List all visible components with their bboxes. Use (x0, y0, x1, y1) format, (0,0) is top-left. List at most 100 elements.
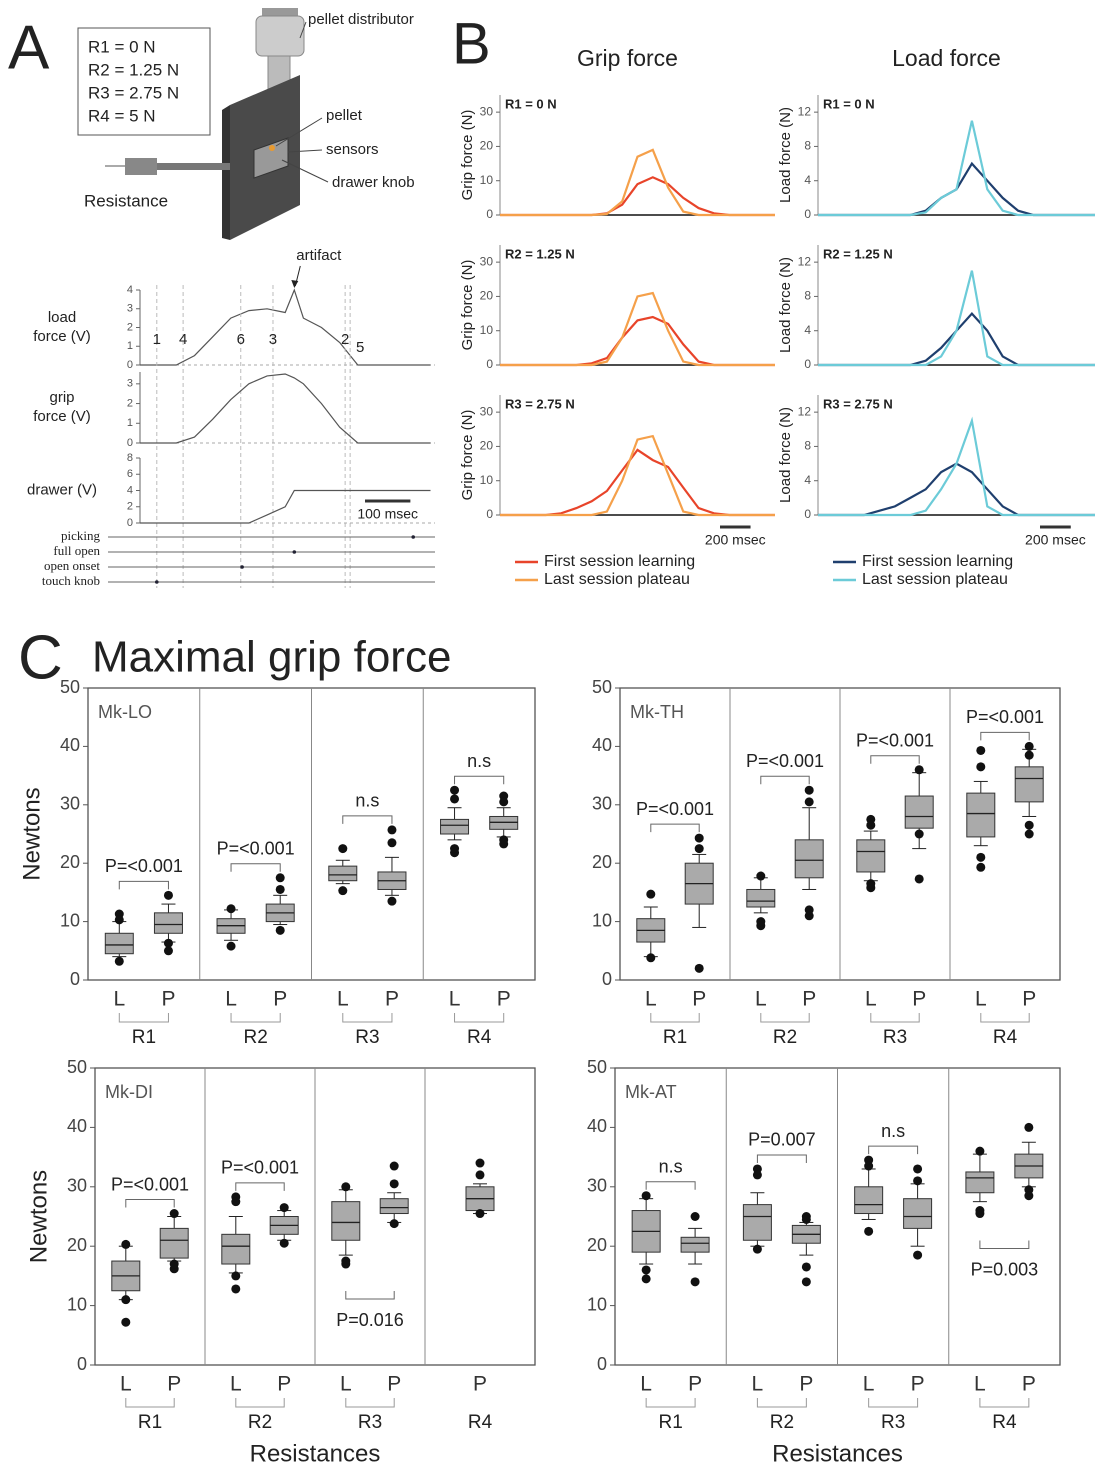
y-tick-label: 0 (597, 1354, 607, 1374)
y-axis-label: Grip force (N) (459, 260, 476, 351)
event-dot (154, 580, 159, 584)
outlier (913, 1164, 923, 1174)
outlier (279, 1203, 289, 1213)
group-bracket (118, 1013, 169, 1023)
y-axis-label: Load force (N) (777, 257, 794, 353)
outlier (279, 1238, 289, 1248)
y-axis-label: Grip force (N) (459, 410, 476, 501)
box-label: L (974, 1373, 986, 1396)
outlier (499, 797, 509, 807)
y-tick-label: 30 (480, 104, 494, 118)
y-tick-label: 20 (67, 1235, 87, 1255)
group-bracket (454, 1013, 505, 1023)
y-tick-label: 20 (60, 852, 80, 872)
outlier (1024, 829, 1034, 839)
outlier (694, 833, 704, 843)
y-tick-label: 0 (77, 1354, 87, 1374)
y-tick-label: 3 (127, 303, 133, 315)
trace (818, 270, 1095, 367)
box-label: L (113, 988, 125, 1011)
stat-label: P=<0.001 (966, 707, 1044, 727)
event-label: 2 (341, 331, 349, 348)
event-label: 5 (356, 339, 364, 356)
outlier (913, 1250, 923, 1260)
group-bracket (345, 1398, 395, 1408)
resistance-value: R4 = 5 N (88, 106, 156, 125)
y-tick-label: 10 (587, 1294, 607, 1314)
stat-bracket (868, 1145, 919, 1155)
stat-label: P=<0.001 (856, 731, 934, 751)
y-tick-label: 30 (480, 404, 494, 418)
arrow-head (291, 280, 299, 288)
event-label: 3 (269, 331, 277, 348)
box (379, 1198, 409, 1215)
resistance-box (77, 27, 211, 136)
box (854, 1186, 884, 1215)
y-axis-label: force (V) (33, 408, 91, 425)
x-axis-label: Resistances (772, 1440, 903, 1467)
distributor-cap (262, 8, 298, 16)
stat-bracket (118, 880, 169, 890)
stat-bracket (870, 755, 920, 764)
y-tick-label: 0 (127, 359, 133, 371)
box-label: P (161, 988, 175, 1011)
box-label: L (120, 1373, 132, 1396)
y-tick-label: 20 (592, 852, 612, 872)
outlier (976, 852, 986, 862)
box-label: L (865, 988, 877, 1011)
outlier (976, 862, 986, 872)
legend-label: First session learning (862, 553, 1013, 570)
box-label: L (340, 1373, 352, 1396)
drawer (253, 137, 289, 179)
y-axis-label: force (V) (33, 328, 91, 345)
outlier (913, 1176, 923, 1186)
outlier (114, 915, 124, 925)
y-tick-label: 40 (587, 1116, 607, 1136)
group-bracket (125, 1398, 175, 1408)
y-tick-label: 20 (480, 289, 494, 303)
y-tick-label: 12 (798, 254, 812, 268)
panel-annotation: R2 = 1.25 N (505, 246, 575, 261)
y-tick-label: 0 (127, 517, 133, 529)
panel-annotation: R1 = 0 N (505, 96, 557, 111)
outlier (169, 1209, 179, 1219)
event-row-label: full open (53, 543, 100, 558)
outlier (694, 963, 704, 973)
y-tick-label: 8 (804, 439, 811, 453)
leader (299, 21, 307, 39)
apparatus-label: pellet distributor (308, 11, 414, 28)
y-tick-label: 0 (804, 207, 811, 221)
y-tick-label: 50 (592, 677, 612, 697)
monkey-label: Mk-TH (630, 702, 684, 722)
monkey-label: Mk-LO (98, 702, 152, 722)
group-bracket (230, 1013, 281, 1023)
scale-bar-label: 200 msec (705, 532, 766, 548)
y-tick-label: 40 (592, 735, 612, 755)
y-tick-label: 2 (127, 501, 133, 513)
y-tick-label: 0 (602, 969, 612, 989)
y-tick-label: 1 (127, 417, 133, 429)
stat-label: P=0.016 (336, 1310, 404, 1330)
outlier (756, 917, 766, 927)
group-bracket (756, 1398, 807, 1408)
group-bracket (760, 1013, 810, 1023)
y-tick-label: 30 (60, 794, 80, 814)
resistance-value: R3 = 2.75 N (88, 83, 179, 102)
outlier (121, 1295, 131, 1305)
y-tick-label: 0 (486, 207, 493, 221)
column-title: Grip force (577, 45, 678, 71)
box-label: L (449, 988, 461, 1011)
y-axis-label: drawer (V) (27, 481, 97, 498)
stat-label: P=<0.001 (221, 1158, 299, 1178)
y-tick-label: 3 (127, 378, 133, 390)
stat-bracket (125, 1199, 175, 1208)
y-tick-label: 10 (592, 910, 612, 930)
outlier (641, 1265, 651, 1275)
legend-label: Last session plateau (544, 571, 690, 588)
leader (275, 117, 323, 147)
box-label: P (912, 988, 926, 1011)
resistance-cylinder (125, 158, 157, 175)
box-label: L (230, 1373, 242, 1396)
